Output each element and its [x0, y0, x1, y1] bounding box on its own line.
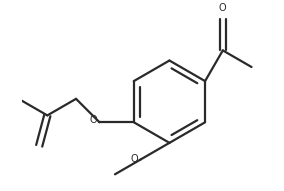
- Text: O: O: [219, 3, 227, 13]
- Text: O: O: [130, 155, 138, 164]
- Text: O: O: [89, 115, 97, 125]
